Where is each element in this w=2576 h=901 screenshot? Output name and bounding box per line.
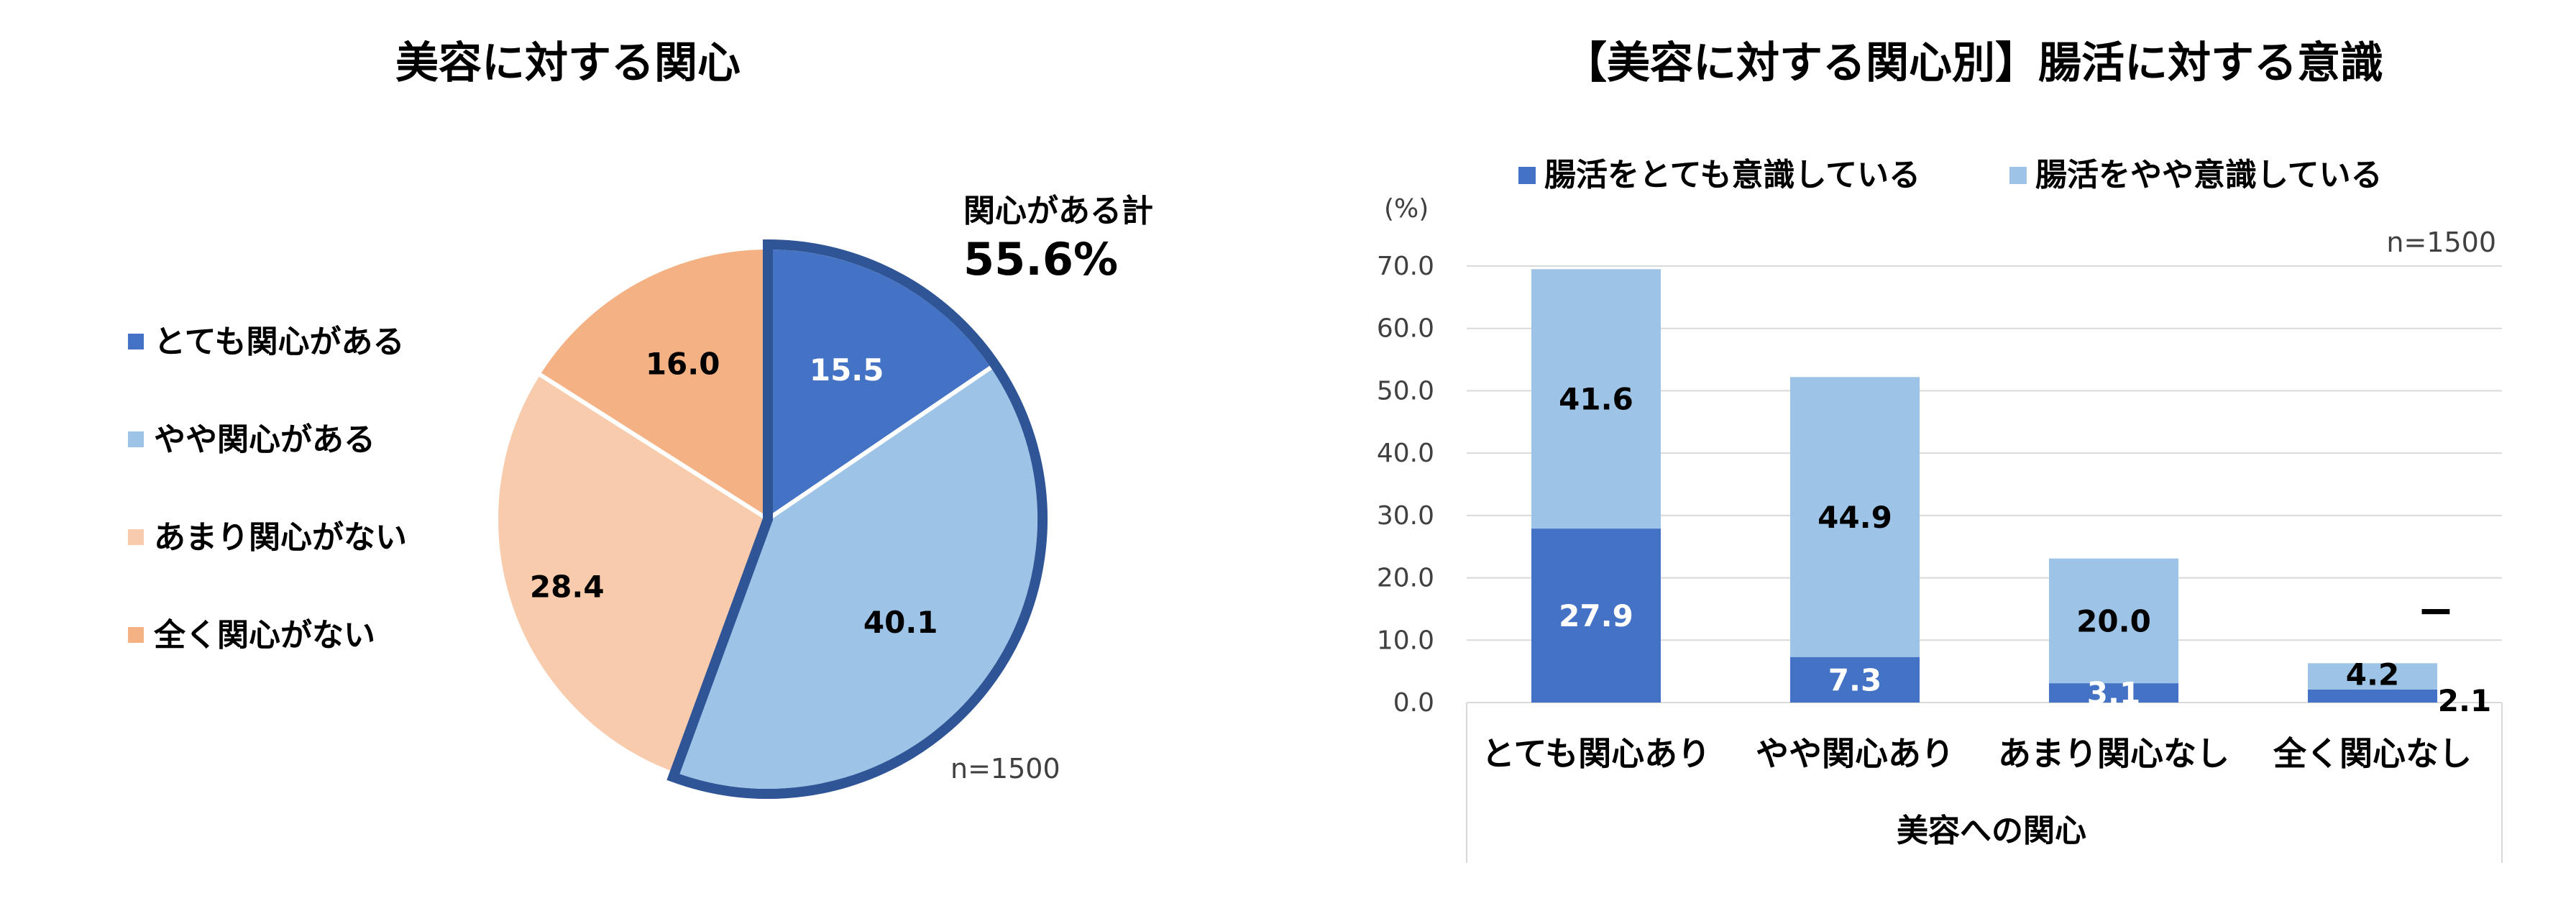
bar-value-label: 2.1 (2438, 683, 2491, 718)
bar-moderate (1531, 269, 1661, 529)
pie-slice (494, 370, 771, 777)
legend-swatch (128, 431, 144, 447)
y-tick-label: 20.0 (1377, 564, 1434, 593)
y-tick-label: 30.0 (1377, 501, 1434, 531)
bar-value-label: 41.6 (1559, 382, 1633, 417)
pie-value-label: 16.0 (646, 347, 720, 382)
bar-value-label: 7.3 (1828, 662, 1881, 698)
bar-value-label: 20.0 (2076, 603, 2151, 639)
bar-n-label: n=1500 (2386, 227, 2496, 258)
y-tick-label: 0.0 (1393, 688, 1434, 718)
pie-value-label: 15.5 (810, 352, 884, 388)
x-category-label: あまり関心なし (1998, 734, 2229, 773)
unit-label: (%) (1384, 194, 1429, 224)
pie-title: 美容に対する関心 (395, 38, 741, 88)
interested-total-outline (666, 239, 1048, 799)
x-axis-title: 美容への関心 (1897, 813, 2086, 849)
total-value: 55.6% (963, 233, 1118, 285)
bar-values: 27.9 41.6 7.3 44.9 3.1 20.0 2.1 4.2 (1559, 382, 2491, 718)
bar-strong (1531, 529, 1661, 703)
bar-value-label: 4.2 (2346, 657, 2399, 692)
legend-swatch (2009, 167, 2027, 184)
bar-moderate (2308, 663, 2437, 690)
legend-swatch (128, 529, 144, 545)
pie-slices (494, 239, 1048, 799)
bar-moderate (2049, 558, 2178, 684)
legend-label: あまり関心がない (154, 519, 407, 556)
x-category-label: やや関心あり (1756, 734, 1954, 773)
y-tick-label: 10.0 (1377, 626, 1434, 655)
bar-value-label: 44.9 (1818, 500, 1892, 535)
pie-slice (535, 244, 770, 523)
y-tick-label: 60.0 (1377, 314, 1434, 344)
pie-labels: 15.5 40.1 28.4 16.0 (530, 347, 938, 641)
total-label: 関心がある計 (963, 193, 1153, 229)
bar-section: 【美容に対する関心別】腸活に対する意識 腸活をとても意識している 腸活をやや意識し… (1377, 38, 2503, 863)
bar-categories: とても関心あり やや関心あり あまり関心なし 全く関心なし (1482, 734, 2472, 773)
bar-legend: 腸活をとても意識している 腸活をやや意識している (1518, 157, 2383, 193)
legend-swatch (128, 627, 144, 643)
legend-label: 全く関心がない (153, 617, 375, 654)
bar-ticks: 0.0 10.0 20.0 30.0 40.0 50.0 60.0 70.0 (1377, 252, 1434, 718)
y-tick-label: 50.0 (1377, 376, 1434, 406)
bar-strong (2049, 683, 2178, 703)
pie-n-label: n=1500 (950, 753, 1060, 785)
legend-label: とても関心がある (154, 324, 404, 360)
x-category-label: 全く関心なし (2273, 734, 2472, 773)
bar-strong (2308, 689, 2437, 703)
y-tick-label: 40.0 (1377, 439, 1434, 468)
x-category-label: とても関心あり (1482, 734, 1710, 773)
bar-title: 【美容に対する関心別】腸活に対する意識 (1564, 38, 2383, 88)
legend-label: 腸活をやや意識している (2035, 157, 2383, 193)
bar-strong (1790, 657, 1920, 703)
legend-swatch (1518, 167, 1536, 184)
pie-value-label: 28.4 (530, 570, 605, 605)
legend-label: 腸活をとても意識している (1544, 157, 1920, 193)
pie-section: 美容に対する関心 15.5 40.1 28.4 16.0 とても関心があるやや関心があ… (128, 38, 1153, 799)
y-tick-label: 70.0 (1377, 252, 1434, 281)
bar-bars (1531, 269, 2437, 703)
bar-value-label: 3.1 (2087, 676, 2140, 711)
legend-label: やや関心がある (154, 421, 375, 458)
legend-swatch (128, 334, 144, 349)
pie-value-label: 40.1 (863, 605, 938, 640)
dash-label: − (2417, 584, 2454, 636)
bar-value-label: 27.9 (1559, 598, 1633, 634)
bar-moderate (1790, 377, 1920, 657)
